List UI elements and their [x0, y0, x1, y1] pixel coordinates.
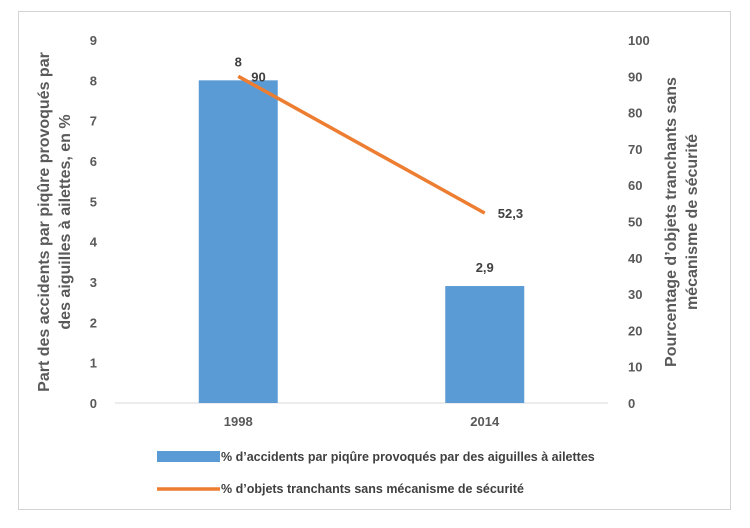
y-left-tick-label: 8 [90, 73, 97, 88]
y-left-tick-label: 2 [90, 315, 97, 330]
x-tick-label: 1998 [224, 414, 253, 429]
y-left-tick-label: 0 [90, 396, 97, 411]
legend-bar-swatch [157, 451, 220, 462]
chart-frame [18, 11, 731, 510]
y-left-tick-label: 6 [90, 154, 97, 169]
y-left-tick-label: 9 [90, 33, 97, 48]
y-left-tick-label: 1 [90, 356, 97, 371]
x-tick-label: 2014 [470, 414, 500, 429]
bar-2014 [445, 286, 525, 403]
y-right-tick-label: 70 [628, 142, 642, 157]
y-left-tick-label: 7 [90, 114, 97, 129]
y-right-axis-title: mécanisme de sécurité [684, 134, 701, 310]
y-left-axis-title: Part des accidents par piqûre provoqués … [36, 52, 53, 392]
y-left-tick-label: 4 [90, 235, 98, 250]
y-right-tick-label: 20 [628, 323, 642, 338]
bar-data-label: 8 [235, 54, 242, 69]
y-right-tick-label: 100 [628, 33, 650, 48]
line-series [237, 74, 486, 215]
legend-bar-label: % d’accidents par piqûre provoqués par d… [221, 450, 595, 464]
y-left-axis-title: des aiguilles à ailettes, en % [57, 114, 74, 329]
line-data-label: 90 [251, 69, 265, 84]
y-right-tick-label: 60 [628, 178, 642, 193]
y-right-axis-title: Pourcentage d’objets tranchants sans [663, 77, 680, 367]
y-right-tick-label: 0 [628, 396, 635, 411]
y-right-tick-label: 90 [628, 69, 642, 84]
y-right-tick-label: 80 [628, 106, 642, 121]
bar-1998 [198, 80, 278, 403]
y-right-tick-label: 30 [628, 287, 642, 302]
bar-data-label: 2,9 [476, 260, 494, 275]
legend-line-label: % d’objets tranchants sans mécanisme de … [221, 482, 524, 496]
y-right-tick-label: 40 [628, 251, 642, 266]
y-left-tick-label: 5 [90, 194, 97, 209]
y-right-tick-label: 10 [628, 360, 642, 375]
line-data-label: 52,3 [498, 206, 523, 221]
y-right-tick-label: 50 [628, 215, 642, 230]
y-left-tick-label: 3 [90, 275, 97, 290]
